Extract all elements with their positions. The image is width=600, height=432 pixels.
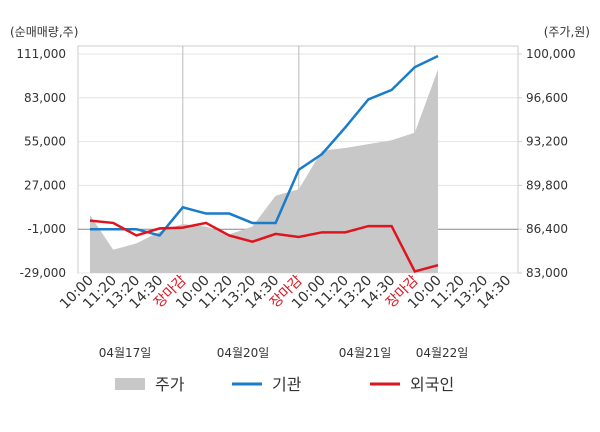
legend-label: 주가: [155, 375, 185, 394]
series-line: [89, 219, 439, 273]
y-tick-label: -1,000: [27, 222, 66, 236]
y2-tick-label: 89,800: [526, 178, 568, 192]
y2-tick-label: 86,400: [526, 222, 568, 236]
legend-swatch: [115, 378, 145, 390]
date-label: 04월21일: [339, 346, 392, 360]
y2-axis-label: (주가,원): [544, 25, 590, 39]
y-axis-label: (순매매량,주): [10, 25, 78, 39]
y-tick-label: 55,000: [24, 135, 66, 149]
date-label: 04월22일: [416, 346, 469, 360]
date-label: 04월17일: [99, 346, 152, 360]
y2-tick-label: 96,600: [526, 91, 568, 105]
y2-tick-label: 93,200: [526, 135, 568, 149]
y2-tick-label: 100,000: [526, 47, 576, 61]
y-tick-label: -29,000: [20, 266, 66, 280]
y-tick-label: 27,000: [24, 178, 66, 192]
y-tick-label: 83,000: [24, 91, 66, 105]
legend-label: 기관: [272, 375, 302, 394]
y2-tick-label: 83,000: [526, 266, 568, 280]
legend-label: 외국인: [410, 375, 454, 394]
y-tick-label: 111,000: [16, 47, 66, 61]
price-area: [90, 69, 438, 273]
date-label: 04월20일: [217, 346, 270, 360]
